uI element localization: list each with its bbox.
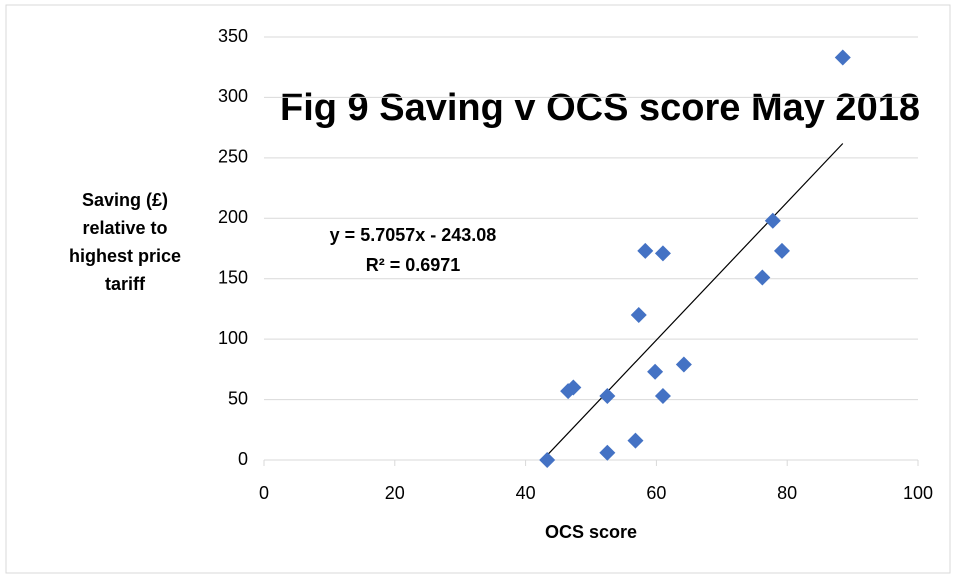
data-point — [773, 242, 790, 259]
data-point — [675, 356, 692, 373]
y-tick-label: 0 — [238, 449, 248, 469]
data-point — [647, 363, 664, 380]
y-axis-label: relative to — [82, 218, 167, 238]
y-axis-label: Saving (£) — [82, 190, 168, 210]
y-axis-label: tariff — [105, 274, 146, 294]
x-tick-label: 60 — [646, 483, 666, 503]
y-tick-label: 150 — [218, 267, 248, 287]
y-tick-label: 50 — [228, 388, 248, 408]
trend-r-squared: R² = 0.6971 — [366, 255, 461, 275]
data-point — [599, 444, 616, 461]
data-point — [599, 387, 616, 404]
data-point — [764, 212, 781, 229]
y-tick-label: 300 — [218, 86, 248, 106]
x-axis-label: OCS score — [545, 522, 637, 542]
data-point — [637, 242, 654, 259]
data-point — [627, 432, 644, 449]
y-tick-label: 200 — [218, 207, 248, 227]
data-point — [630, 306, 647, 323]
data-point — [654, 245, 671, 262]
data-point — [834, 49, 851, 66]
data-point — [565, 379, 582, 396]
trend-equation: y = 5.7057x - 243.08 — [330, 225, 497, 245]
chart-title: Fig 9 Saving v OCS score May 2018 — [280, 87, 920, 129]
data-point — [539, 452, 556, 468]
trendline — [546, 143, 844, 456]
x-tick-label: 0 — [259, 483, 269, 503]
x-tick-label: 80 — [777, 483, 797, 503]
data-point — [754, 269, 771, 286]
y-tick-label: 250 — [218, 147, 248, 167]
y-axis-label: highest price — [69, 246, 181, 266]
y-tick-label: 350 — [218, 26, 248, 46]
x-tick-label: 20 — [385, 483, 405, 503]
x-tick-label: 40 — [516, 483, 536, 503]
data-point — [654, 387, 671, 404]
y-tick-label: 100 — [218, 328, 248, 348]
x-tick-label: 100 — [903, 483, 933, 503]
chart-border — [5, 4, 951, 574]
